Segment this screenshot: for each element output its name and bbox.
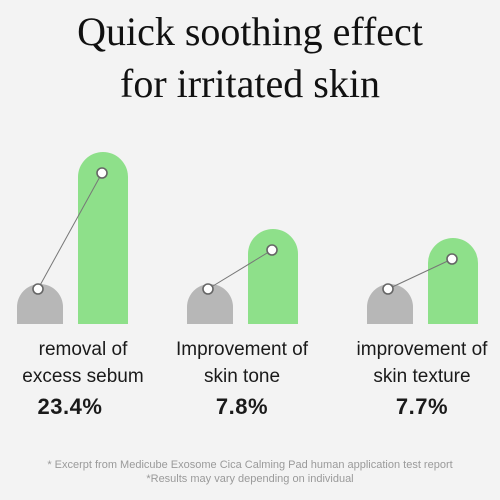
data-label-tone: 7.8% [215,394,269,419]
bar-after-sebum [78,152,128,324]
bar-before-texture [367,284,413,324]
point-after-texture [446,253,458,265]
group-label-line: Improvement of [176,339,308,360]
group-label-line: excess sebum [22,366,144,387]
data-label-sebum: 23.4% [37,394,103,419]
group-label-line: improvement of [356,339,488,360]
connector-line-sebum [37,172,103,290]
bar-before-sebum [17,284,63,324]
group-label-sebum: removal of excess sebum [0,336,168,390]
point-after-sebum [96,167,108,179]
chart-title-line-1: Quick soothing effect [77,9,423,54]
group-label-texture: improvement of skin texture [337,336,500,390]
connector-line-tone [207,249,273,290]
group-label-line: skin texture [373,366,471,387]
point-before-tone [202,283,214,295]
footnote-source: * Excerpt from Medicube Exosome Cica Cal… [47,459,453,471]
footnote-disclaimer: *Results may vary depending on individua… [146,473,354,485]
bar-after-tone [248,229,298,324]
group-label-line: removal of [38,339,128,360]
point-after-tone [266,244,278,256]
group-label-line: skin tone [203,366,281,387]
group-label-tone: Improvement of skin tone [157,336,327,390]
connector-line-texture [387,258,453,290]
point-before-sebum [32,283,44,295]
bar-after-texture [428,238,478,324]
data-label-texture: 7.7% [395,394,449,419]
bar-before-tone [187,284,233,324]
chart-title-line-2: for irritated skin [120,61,380,106]
point-before-texture [382,283,394,295]
